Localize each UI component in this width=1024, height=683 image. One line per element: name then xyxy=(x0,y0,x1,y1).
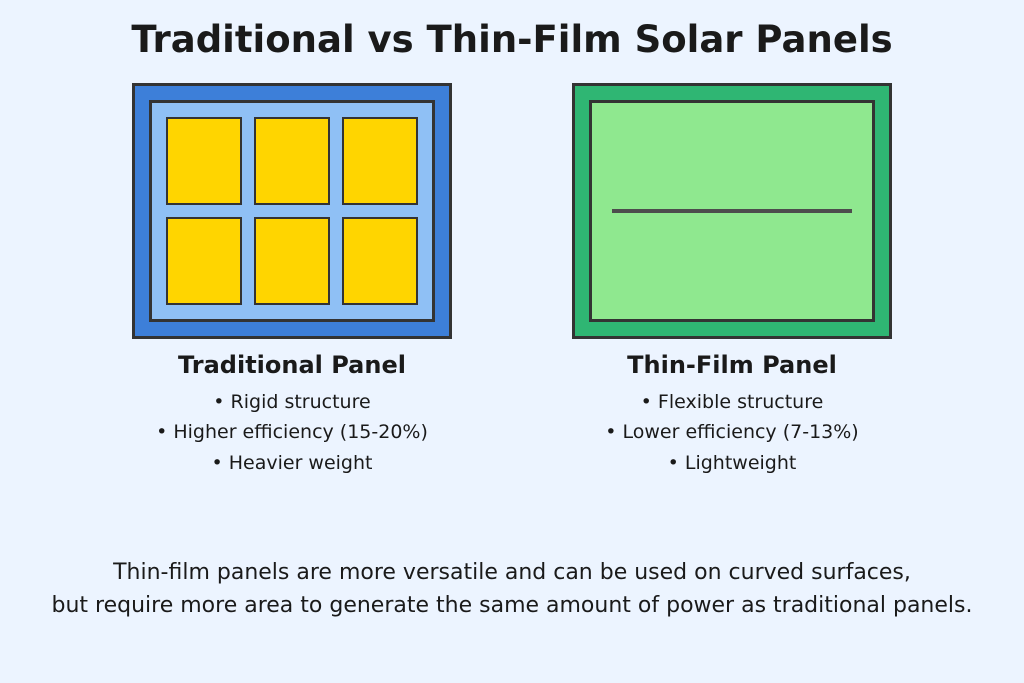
bullet-text: Higher efficiency (15-20%) xyxy=(173,421,428,443)
solar-cell xyxy=(342,117,418,205)
footnote: Thin-film panels are more versatile and … xyxy=(0,556,1024,622)
footnote-line: Thin-film panels are more versatile and … xyxy=(40,556,984,589)
bullet-text: Lightweight xyxy=(685,452,796,474)
bullet-item: • Lower efficiency (7-13%) xyxy=(605,417,858,447)
bullet-text: Lower efficiency (7-13%) xyxy=(623,421,859,443)
solar-cell xyxy=(254,117,330,205)
traditional-label: Traditional Panel xyxy=(178,351,406,379)
traditional-column: Traditional Panel • Rigid structure • Hi… xyxy=(132,83,452,478)
bullet-text: Heavier weight xyxy=(229,452,373,474)
bullet-item: • Flexible structure xyxy=(605,387,858,417)
solar-cell xyxy=(166,117,242,205)
thinfilm-panel-inner xyxy=(589,100,875,322)
traditional-panel-inner xyxy=(149,100,435,322)
thinfilm-label: Thin-Film Panel xyxy=(627,351,837,379)
bullet-item: • Heavier weight xyxy=(156,448,428,478)
thinfilm-panel-graphic xyxy=(572,83,892,339)
bullet-text: Flexible structure xyxy=(658,391,823,413)
panels-row: Traditional Panel • Rigid structure • Hi… xyxy=(0,83,1024,478)
solar-cell xyxy=(166,217,242,305)
solar-cell xyxy=(342,217,418,305)
thinfilm-bullets: • Flexible structure • Lower efficiency … xyxy=(605,387,858,478)
bullet-item: • Higher efficiency (15-20%) xyxy=(156,417,428,447)
bullet-text: Rigid structure xyxy=(231,391,371,413)
traditional-panel-graphic xyxy=(132,83,452,339)
thinfilm-line xyxy=(612,209,853,213)
solar-cell xyxy=(254,217,330,305)
bullet-item: • Lightweight xyxy=(605,448,858,478)
traditional-bullets: • Rigid structure • Higher efficiency (1… xyxy=(156,387,428,478)
bullet-item: • Rigid structure xyxy=(156,387,428,417)
thinfilm-column: Thin-Film Panel • Flexible structure • L… xyxy=(572,83,892,478)
page-title: Traditional vs Thin-Film Solar Panels xyxy=(0,0,1024,61)
footnote-line: but require more area to generate the sa… xyxy=(40,589,984,622)
